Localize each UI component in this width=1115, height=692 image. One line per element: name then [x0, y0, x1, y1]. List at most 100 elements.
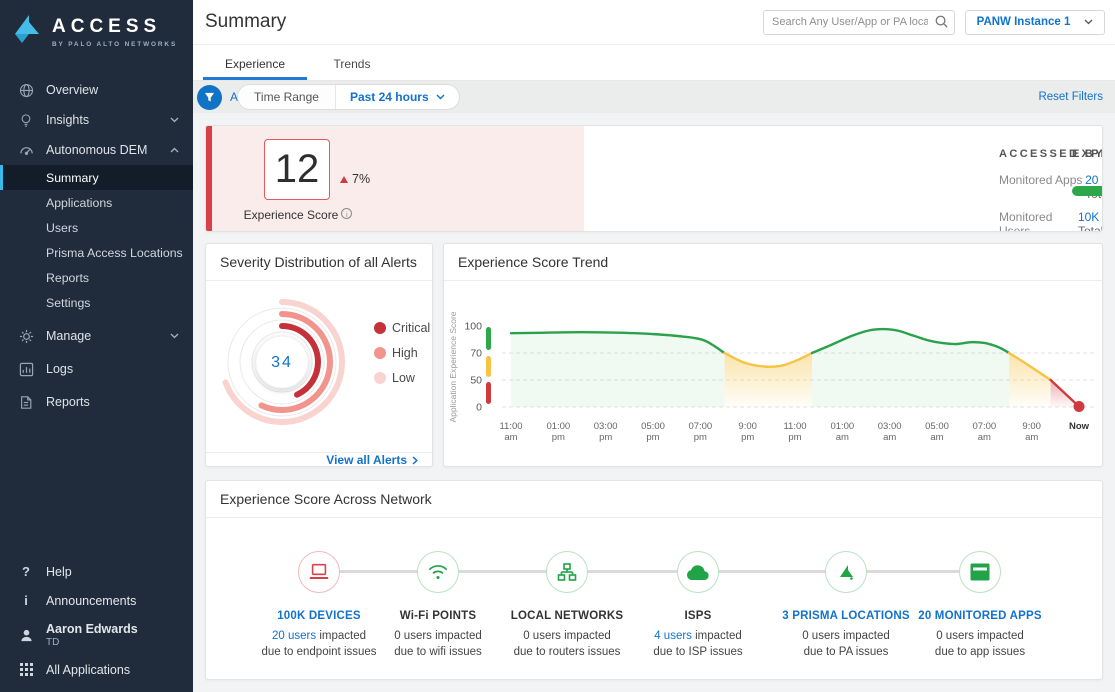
- brand-logo: ACCESS BY PALO ALTO NETWORKS: [0, 0, 193, 61]
- svg-text:50: 50: [470, 375, 482, 387]
- document-icon: [18, 394, 34, 410]
- prisma-icon: [825, 551, 867, 593]
- sidebar-item-label: Autonomous DEM: [46, 143, 147, 157]
- chevron-down-icon: [1084, 19, 1093, 25]
- wifi-points-label: Wi-Fi POINTS: [363, 610, 513, 622]
- chevron-right-icon: [412, 456, 418, 465]
- svg-text:11:00pm: 11:00pm: [783, 421, 806, 443]
- bar-chart-icon: [18, 361, 34, 377]
- network-path-card: Experience Score Across Network 100K DEV…: [205, 480, 1103, 680]
- search-box: [763, 10, 955, 35]
- wifi-icon: [417, 551, 459, 593]
- svg-text:01:00am: 01:00am: [830, 421, 854, 443]
- search-input[interactable]: [763, 10, 955, 35]
- laptop-icon: [298, 551, 340, 593]
- lightbulb-icon: [18, 112, 34, 128]
- time-range-value[interactable]: Past 24 hours: [336, 90, 459, 104]
- svg-text:Now: Now: [1069, 421, 1090, 432]
- user-icon: [18, 628, 34, 643]
- svg-text:0: 0: [476, 402, 482, 414]
- critical-dot: [374, 322, 386, 334]
- announcements-button[interactable]: i Announcements: [0, 586, 193, 615]
- sidebar-item-label: Logs: [46, 362, 73, 376]
- app-root: ACCESS BY PALO ALTO NETWORKS Overview In…: [0, 0, 1115, 692]
- network-path-body: 100K DEVICES 20 users impacted due to en…: [206, 518, 1102, 678]
- sidebar-nav: Overview Insights Autonomous DEM Summary…: [0, 75, 193, 417]
- isps-label: ISPS: [623, 610, 773, 622]
- isp-impacted-link[interactable]: 4 users: [654, 630, 692, 642]
- low-dot: [374, 372, 386, 384]
- sidebar-item-label: Insights: [46, 113, 89, 127]
- all-applications-button[interactable]: All Applications: [0, 655, 193, 684]
- devices-impacted-link[interactable]: 20 users: [272, 630, 316, 642]
- sidebar-item-users[interactable]: Users: [0, 215, 193, 240]
- sidebar-item-reports[interactable]: Reports: [0, 387, 193, 417]
- svg-text:05:00am: 05:00am: [925, 421, 949, 443]
- sidebar-item-dem-reports[interactable]: Reports: [0, 265, 193, 290]
- sidebar-item-label: Manage: [46, 329, 91, 343]
- tab-experience[interactable]: Experience: [203, 57, 307, 80]
- legend-low: Low: [374, 371, 430, 385]
- view-all-alerts-link[interactable]: View all Alerts: [206, 452, 432, 467]
- content: 12 7% Experience Scorei ACCESSED BY Moni…: [193, 113, 1115, 692]
- sidebar-item-insights[interactable]: Insights: [0, 105, 193, 135]
- info-icon: i: [18, 593, 34, 608]
- sidebar-item-prisma-access-locations[interactable]: Prisma Access Locations: [0, 240, 193, 265]
- svg-text:01:00pm: 01:00pm: [546, 421, 570, 443]
- sidebar-item-autonomous-dem[interactable]: Autonomous DEM: [0, 135, 193, 165]
- gear-icon: [18, 328, 34, 344]
- sidebar-item-applications[interactable]: Applications: [0, 190, 193, 215]
- main-area: Summary PANW Instance 1 Experience Trend…: [193, 0, 1115, 692]
- network-quality-bar: [1072, 186, 1103, 196]
- lan-icon: [546, 551, 588, 593]
- svg-text:11:00am: 11:00am: [499, 421, 522, 443]
- brand-title: ACCESS: [52, 16, 177, 38]
- help-button[interactable]: ? Help: [0, 557, 193, 586]
- node-local-networks: LOCAL NETWORKS 0 users impacted due to r…: [492, 518, 642, 658]
- chevron-down-icon: [170, 333, 179, 339]
- svg-text:9:00am: 9:00am: [1022, 421, 1041, 443]
- sidebar: ACCESS BY PALO ALTO NETWORKS Overview In…: [0, 0, 193, 692]
- search-icon[interactable]: [934, 14, 949, 34]
- page-title: Summary: [205, 11, 286, 33]
- user-org: TD: [46, 637, 138, 648]
- reset-filters-link[interactable]: Reset Filters: [1038, 91, 1103, 103]
- question-mark-icon: ?: [18, 564, 34, 579]
- instance-selector[interactable]: PANW Instance 1: [965, 10, 1105, 35]
- sidebar-item-manage[interactable]: Manage: [0, 321, 193, 351]
- funnel-icon: [204, 92, 215, 103]
- sidebar-item-label: Overview: [46, 83, 98, 97]
- high-dot: [374, 347, 386, 359]
- time-range-filter[interactable]: Time Range Past 24 hours: [237, 84, 460, 110]
- triangle-up-icon: [340, 176, 348, 183]
- cloud-icon: [677, 551, 719, 593]
- node-wifi: Wi-Fi POINTS 0 users impacted due to wif…: [363, 518, 513, 658]
- monitored-users-row: Monitored Users 10K of 30K Total Users: [999, 210, 1103, 232]
- sidebar-item-overview[interactable]: Overview: [0, 75, 193, 105]
- user-menu[interactable]: Aaron Edwards TD: [0, 615, 193, 655]
- score-label: Experience Scorei: [212, 208, 384, 222]
- experience-score-value: 12: [264, 139, 330, 200]
- monitored-users-count[interactable]: 10K: [1078, 210, 1099, 224]
- local-networks-label: LOCAL NETWORKS: [492, 610, 642, 622]
- sidebar-item-summary[interactable]: Summary: [0, 165, 193, 190]
- legend-high: High: [374, 346, 430, 360]
- svg-text:05:00pm: 05:00pm: [641, 421, 665, 443]
- monitored-apps-count[interactable]: 20: [1085, 173, 1098, 187]
- tab-trends[interactable]: Trends: [307, 57, 397, 80]
- sidebar-item-settings[interactable]: Settings: [0, 290, 193, 315]
- monitored-apps-link[interactable]: 20 MONITORED APPS: [905, 610, 1055, 622]
- legend-critical: Critical: [374, 321, 430, 335]
- info-icon[interactable]: i: [341, 208, 352, 219]
- prisma-locations-link[interactable]: 3 PRISMA LOCATIONS: [771, 610, 921, 622]
- filter-button[interactable]: [197, 85, 222, 110]
- svg-text:Application Experience Score: Application Experience Score: [448, 311, 458, 422]
- apps-icon: [959, 551, 1001, 593]
- chevron-up-icon: [170, 147, 179, 153]
- svg-text:100: 100: [464, 321, 482, 333]
- svg-text:03:00pm: 03:00pm: [594, 421, 618, 443]
- node-monitored-apps: 20 MONITORED APPS 0 users impacted due t…: [905, 518, 1055, 658]
- time-range-label: Time Range: [238, 85, 336, 109]
- svg-text:34: 34: [271, 354, 293, 371]
- sidebar-item-logs[interactable]: Logs: [0, 354, 193, 384]
